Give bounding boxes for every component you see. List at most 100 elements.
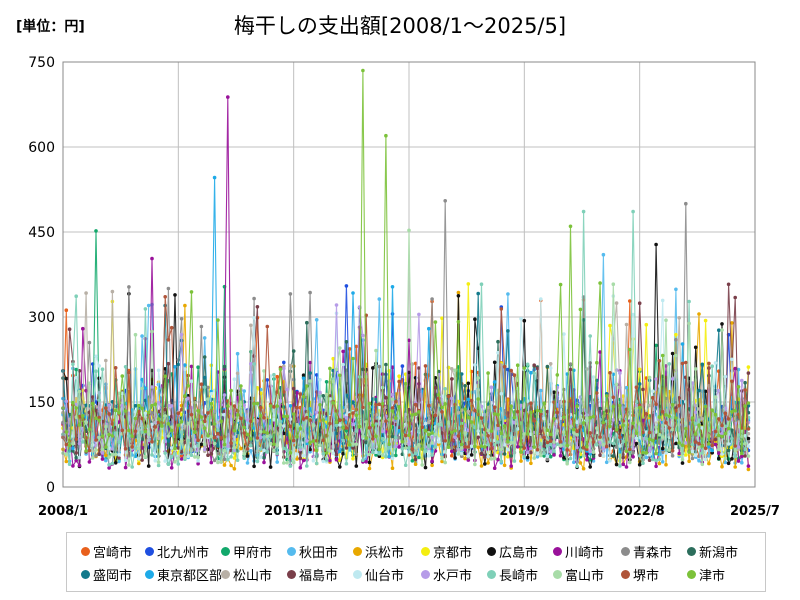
data-point	[334, 423, 339, 428]
data-point	[94, 438, 98, 442]
data-point	[492, 405, 497, 410]
data-point	[670, 402, 675, 407]
data-point	[450, 446, 454, 450]
data-point	[588, 334, 592, 338]
data-point	[654, 402, 658, 407]
data-point	[466, 397, 471, 402]
data-point	[403, 463, 408, 468]
data-point	[374, 422, 378, 426]
data-point	[621, 423, 625, 428]
data-point	[548, 366, 553, 370]
data-point	[202, 375, 207, 380]
legend-item: 秋田市	[287, 542, 338, 561]
data-point	[634, 441, 639, 446]
data-point	[97, 364, 101, 368]
data-point	[123, 458, 128, 463]
data-point	[235, 371, 240, 376]
data-point	[693, 410, 698, 415]
data-point	[588, 465, 592, 469]
data-point	[361, 434, 365, 438]
data-point	[713, 437, 718, 442]
data-point	[456, 294, 461, 298]
data-point	[687, 299, 691, 304]
data-point	[354, 429, 359, 433]
data-point	[209, 392, 214, 396]
data-point	[562, 430, 566, 434]
data-point	[423, 421, 428, 426]
legend-label: 北九州市	[157, 546, 210, 561]
data-point	[657, 415, 662, 419]
data-point	[179, 454, 184, 458]
data-point	[394, 444, 398, 449]
data-point	[410, 413, 415, 417]
data-point	[489, 457, 494, 461]
data-point	[288, 424, 293, 429]
data-point	[298, 392, 303, 397]
data-point	[697, 388, 701, 393]
data-point	[255, 436, 260, 440]
data-point	[469, 453, 474, 457]
data-point	[232, 428, 237, 433]
data-point	[720, 322, 724, 326]
data-point	[272, 442, 276, 447]
data-point	[361, 68, 365, 73]
data-point	[226, 457, 230, 462]
legend-item: 津市	[687, 565, 725, 584]
data-point	[166, 439, 171, 443]
data-point	[509, 464, 513, 468]
data-point	[710, 408, 714, 413]
data-point	[539, 409, 543, 414]
data-point	[496, 350, 500, 355]
data-point	[219, 419, 223, 424]
data-point	[506, 398, 510, 402]
legend-marker	[81, 547, 90, 556]
data-point	[351, 446, 355, 450]
data-point	[413, 451, 418, 456]
data-point	[143, 429, 148, 434]
data-point	[687, 387, 691, 392]
data-point	[150, 439, 154, 444]
data-point	[351, 400, 355, 405]
legend-item: 新潟市	[687, 542, 738, 561]
data-point	[654, 242, 658, 247]
data-point	[242, 456, 246, 461]
data-point	[614, 462, 619, 467]
data-point	[637, 427, 642, 432]
data-point	[179, 439, 184, 444]
data-point	[578, 307, 583, 312]
data-point	[499, 307, 504, 311]
data-point	[502, 364, 507, 369]
data-point	[308, 360, 312, 365]
data-point	[308, 379, 312, 383]
data-point	[641, 461, 645, 466]
data-point	[380, 453, 385, 458]
data-point	[565, 448, 569, 452]
data-point	[120, 428, 125, 433]
data-point	[641, 450, 645, 455]
data-point	[466, 381, 471, 386]
data-point	[644, 455, 649, 460]
data-point	[690, 442, 695, 447]
data-point	[183, 363, 187, 367]
data-point	[572, 431, 576, 435]
data-point	[575, 464, 579, 469]
legend-item: 長崎市	[487, 565, 538, 584]
data-point	[651, 395, 655, 400]
data-point	[604, 409, 609, 413]
data-point	[127, 463, 131, 467]
data-point	[713, 361, 718, 365]
data-point	[726, 448, 731, 453]
data-point	[423, 465, 428, 470]
data-point	[354, 452, 359, 457]
data-point	[644, 451, 649, 455]
data-point	[107, 403, 111, 407]
data-point	[176, 456, 181, 461]
data-point	[186, 454, 190, 459]
data-point	[71, 449, 75, 453]
x-tick-label: 2010/12	[149, 504, 208, 519]
data-point	[258, 430, 263, 434]
data-point	[150, 403, 154, 408]
data-point	[450, 430, 454, 435]
data-point	[459, 446, 464, 450]
data-point	[529, 450, 533, 455]
